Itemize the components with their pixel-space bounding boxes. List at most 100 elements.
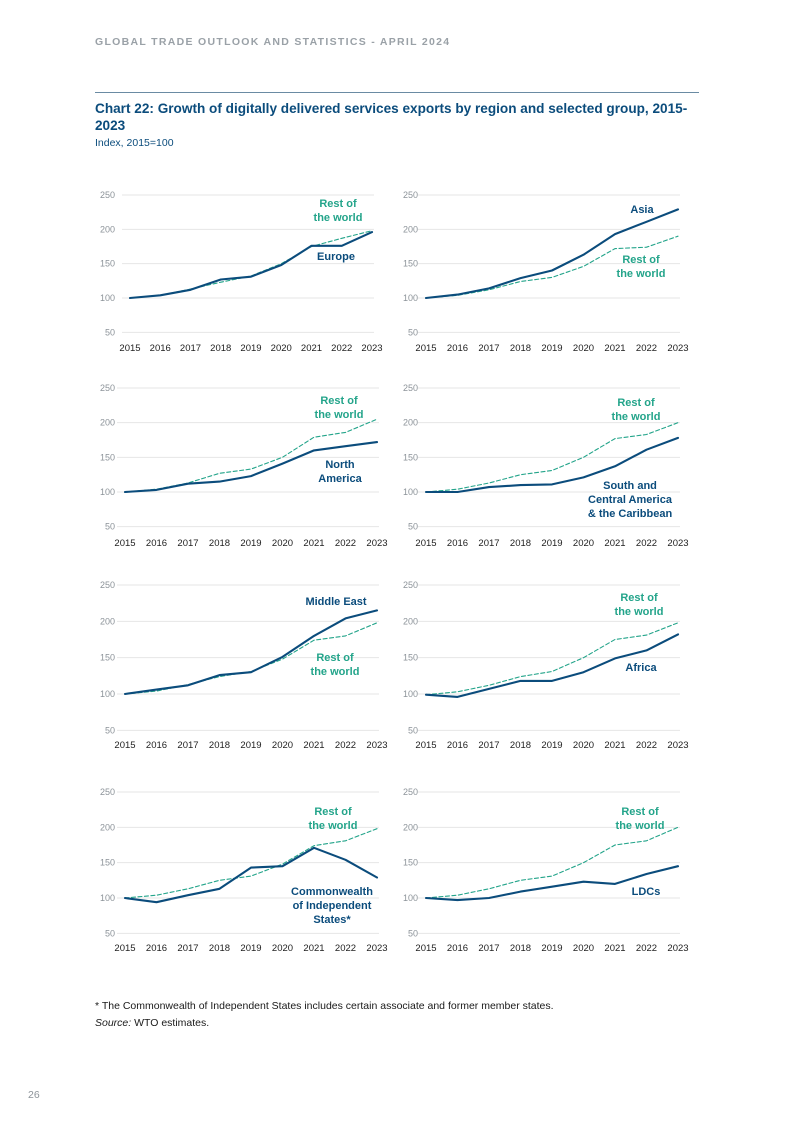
series-label-line: of Independent bbox=[293, 900, 372, 912]
series-label-line: Middle East bbox=[305, 596, 366, 608]
x-tick-label: 2020 bbox=[272, 943, 293, 954]
series-label-rest-of-world: Rest of the world bbox=[616, 806, 665, 832]
x-tick-label: 2015 bbox=[114, 740, 135, 751]
source-label: Source: bbox=[95, 1017, 132, 1029]
series-label-line: Rest of bbox=[316, 652, 354, 664]
x-tick-label: 2020 bbox=[271, 343, 292, 354]
x-tick-label: 2019 bbox=[541, 343, 562, 354]
x-tick-label: 2022 bbox=[636, 740, 657, 751]
x-tick-label: 2021 bbox=[301, 343, 322, 354]
page-header: GLOBAL TRADE OUTLOOK AND STATISTICS - AP… bbox=[95, 36, 451, 48]
series-label-region: South and Central America & the Caribbean bbox=[588, 480, 673, 520]
footnote: * The Commonwealth of Independent States… bbox=[95, 1000, 554, 1012]
x-tick-label: 2017 bbox=[177, 538, 198, 549]
chart-panel-6: 50 100 150 200 250 2015 2016 2017 2018 2019 2020 20… bbox=[403, 580, 689, 751]
x-tick-label: 2015 bbox=[114, 943, 135, 954]
x-tick-label: 2021 bbox=[303, 538, 324, 549]
series-label-line: Rest of bbox=[314, 806, 352, 818]
series-label-line: the world bbox=[309, 820, 358, 832]
chart-panel-8: 50 100 150 200 250 2015 2016 2017 2018 2019 2020 20… bbox=[403, 787, 689, 954]
x-tick-label: 2023 bbox=[366, 740, 387, 751]
y-tick-label: 150 bbox=[100, 452, 115, 462]
x-tick-label: 2015 bbox=[415, 343, 436, 354]
series-line-rest-of-world bbox=[129, 230, 373, 299]
x-tick-label: 2021 bbox=[303, 943, 324, 954]
x-tick-label: 2018 bbox=[209, 740, 230, 751]
y-tick-label: 250 bbox=[403, 190, 418, 200]
x-tick-label: 2021 bbox=[604, 740, 625, 751]
series-line-rest-of-world bbox=[124, 828, 378, 899]
x-tick-label: 2023 bbox=[361, 343, 382, 354]
y-tick-label: 200 bbox=[403, 418, 418, 428]
series-label-rest-of-world: Rest of the world bbox=[612, 397, 661, 423]
x-tick-label: 2017 bbox=[478, 740, 499, 751]
source-text: WTO estimates. bbox=[131, 1017, 210, 1029]
x-tick-label: 2020 bbox=[272, 740, 293, 751]
y-tick-label: 150 bbox=[403, 452, 418, 462]
y-tick-label: 50 bbox=[105, 928, 115, 938]
chart-panel-4: 50 100 150 200 250 2015 2016 2017 2018 2019 2020 20… bbox=[403, 383, 689, 549]
series-label-region: Middle East bbox=[305, 596, 366, 608]
x-tick-label: 2022 bbox=[335, 740, 356, 751]
y-tick-label: 200 bbox=[100, 616, 115, 626]
y-tick-label: 50 bbox=[105, 522, 115, 532]
x-tick-label: 2015 bbox=[415, 740, 436, 751]
series-line-region bbox=[123, 846, 379, 904]
x-tick-label: 2017 bbox=[177, 943, 198, 954]
x-tick-label: 2019 bbox=[541, 538, 562, 549]
y-tick-label: 250 bbox=[100, 787, 115, 797]
series-label-rest-of-world: Rest of the world bbox=[311, 652, 360, 678]
chart-panel-3: 50 100 150 200 250 2015 2016 2017 2018 2019 2020 20… bbox=[100, 383, 388, 549]
x-tick-label: 2017 bbox=[180, 343, 201, 354]
series-label-line: Asia bbox=[630, 204, 654, 216]
chart-panel-2: 50 100 150 200 250 2015 2016 2017 2018 2019 2020 20… bbox=[403, 190, 689, 354]
chart-panel-1: 50 100 150 200 250 2015 2016 2017 2018 2019 2020 20… bbox=[100, 190, 383, 354]
chart-subtitle: Index, 2015=100 bbox=[95, 137, 174, 149]
series-label-line: Africa bbox=[625, 662, 657, 674]
x-tick-label: 2023 bbox=[366, 538, 387, 549]
x-tick-label: 2016 bbox=[146, 740, 167, 751]
series-label-region: North America bbox=[318, 459, 362, 485]
series-label-line: the world bbox=[615, 606, 664, 618]
series-label-line: South and bbox=[603, 480, 657, 492]
series-line-region bbox=[123, 441, 379, 494]
series-line-rest-of-world bbox=[425, 422, 679, 493]
y-tick-label: 50 bbox=[408, 928, 418, 938]
chart-panel-5: 50 100 150 200 250 2015 2016 2017 2018 2019 2020 20… bbox=[100, 580, 388, 751]
y-tick-label: 150 bbox=[403, 653, 418, 663]
x-tick-label: 2017 bbox=[478, 538, 499, 549]
series-line-region bbox=[424, 633, 680, 698]
series-label-line: Rest of bbox=[622, 254, 660, 266]
y-tick-label: 100 bbox=[100, 689, 115, 699]
x-tick-label: 2017 bbox=[478, 343, 499, 354]
x-tick-label: 2018 bbox=[510, 740, 531, 751]
x-tick-label: 2018 bbox=[510, 538, 531, 549]
y-tick-label: 100 bbox=[100, 487, 115, 497]
series-label-line: the world bbox=[612, 411, 661, 423]
x-tick-label: 2023 bbox=[667, 943, 688, 954]
x-tick-label: 2017 bbox=[478, 943, 499, 954]
x-tick-label: 2022 bbox=[335, 943, 356, 954]
y-tick-label: 100 bbox=[403, 487, 418, 497]
series-line-rest-of-world bbox=[425, 622, 679, 696]
x-tick-label: 2021 bbox=[604, 343, 625, 354]
series-label-line: North bbox=[325, 459, 355, 471]
x-tick-label: 2016 bbox=[447, 740, 468, 751]
x-tick-label: 2020 bbox=[573, 343, 594, 354]
x-tick-label: 2020 bbox=[272, 538, 293, 549]
y-tick-label: 150 bbox=[100, 858, 115, 868]
x-tick-label: 2021 bbox=[303, 740, 324, 751]
x-tick-label: 2019 bbox=[541, 943, 562, 954]
series-label-rest-of-world: Rest of the world bbox=[315, 395, 364, 421]
series-label-line: Rest of bbox=[620, 592, 658, 604]
y-tick-label: 200 bbox=[403, 224, 418, 234]
x-tick-label: 2018 bbox=[510, 343, 531, 354]
series-line-region bbox=[424, 208, 680, 300]
series-label-region: Commonwealth of Independent States* bbox=[291, 886, 373, 926]
x-tick-label: 2016 bbox=[146, 943, 167, 954]
series-line-region bbox=[123, 609, 379, 696]
series-label-rest-of-world: Rest of the world bbox=[314, 198, 363, 224]
x-tick-label: 2020 bbox=[573, 740, 594, 751]
x-tick-label: 2016 bbox=[150, 343, 171, 354]
